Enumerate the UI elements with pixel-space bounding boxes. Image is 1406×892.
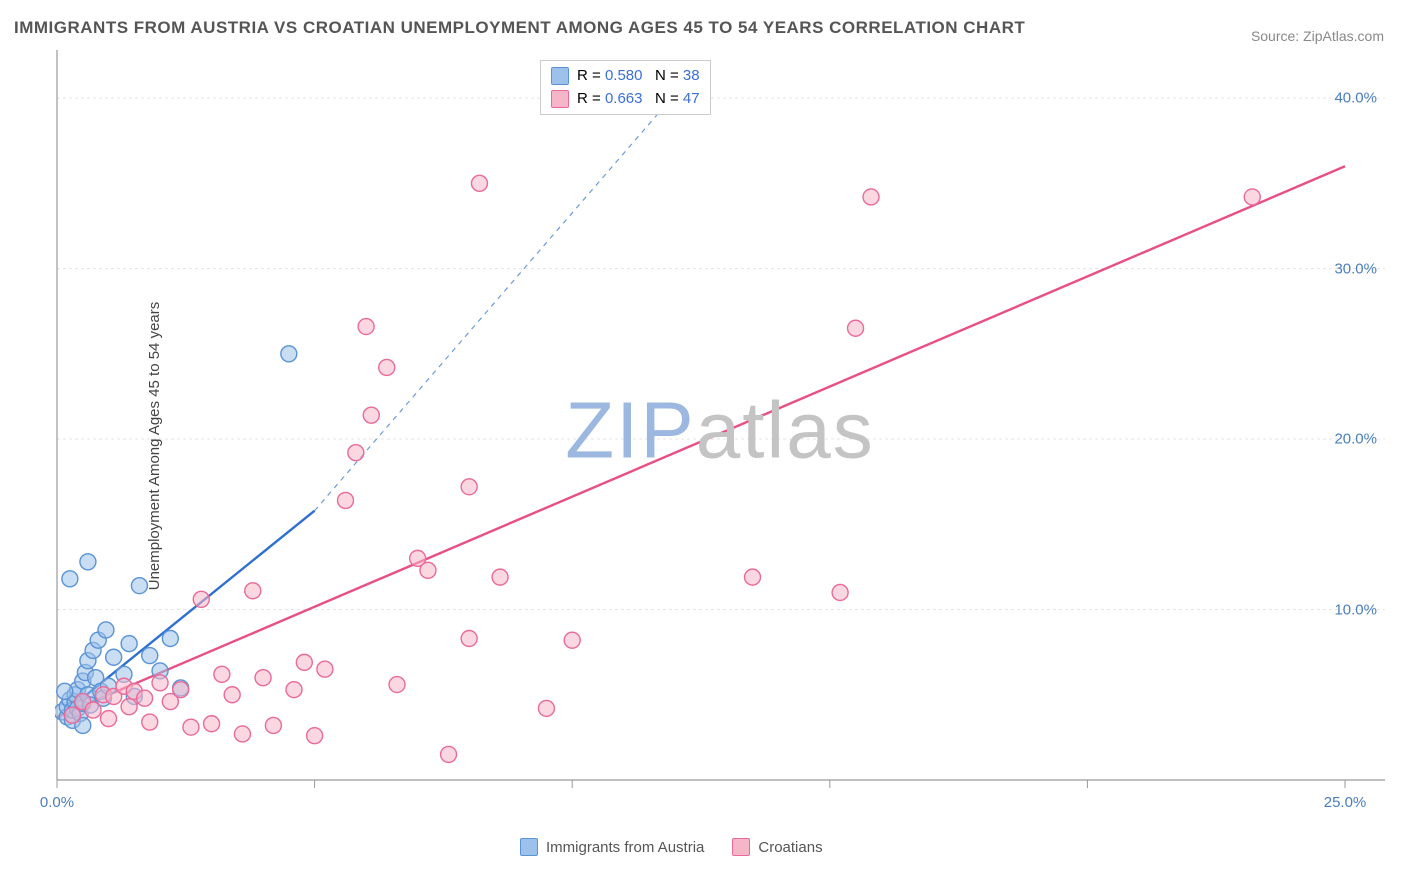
chart-title: IMMIGRANTS FROM AUSTRIA VS CROATIAN UNEM…	[14, 18, 1025, 38]
y-axis-label: Unemployment Among Ages 45 to 54 years	[146, 302, 163, 591]
stats-row: R = 0.580 N = 38	[551, 65, 700, 88]
series-legend: Immigrants from Austria Croatians	[520, 838, 823, 856]
series-swatch	[551, 67, 569, 85]
stats-row: R = 0.663 N = 47	[551, 88, 700, 111]
x-tick-label: 0.0%	[40, 794, 74, 811]
series-swatch	[732, 838, 750, 856]
source-label: Source: ZipAtlas.com	[1251, 28, 1384, 44]
legend-item: Immigrants from Austria	[520, 838, 704, 856]
series-swatch	[551, 90, 569, 108]
legend-item: Croatians	[732, 838, 822, 856]
correlation-stats-box: R = 0.580 N = 38R = 0.663 N = 47	[540, 60, 711, 115]
y-tick-label: 20.0%	[1334, 431, 1377, 448]
x-tick-label: 25.0%	[1324, 794, 1367, 811]
y-tick-label: 10.0%	[1334, 601, 1377, 618]
series-swatch	[520, 838, 538, 856]
legend-label: Immigrants from Austria	[546, 839, 704, 856]
legend-label: Croatians	[758, 839, 822, 856]
plot-svg	[55, 50, 1385, 820]
stats-text: R = 0.663 N = 47	[577, 88, 700, 111]
stats-text: R = 0.580 N = 38	[577, 65, 700, 88]
scatter-plot: ZIPatlas 10.0%20.0%30.0%40.0% 0.0%25.0%	[55, 50, 1385, 820]
y-tick-label: 30.0%	[1334, 260, 1377, 277]
y-tick-label: 40.0%	[1334, 90, 1377, 107]
